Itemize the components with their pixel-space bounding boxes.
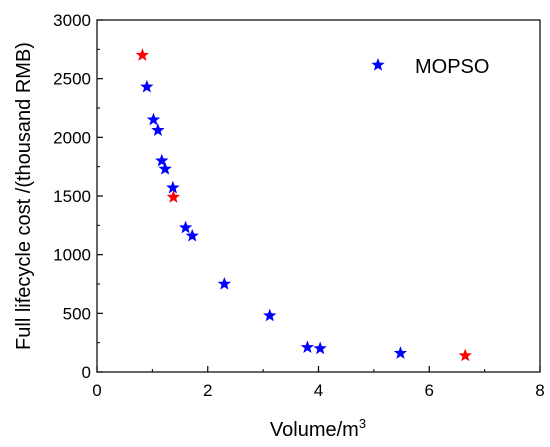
blue-star-point [185, 228, 199, 242]
blue-star-point [146, 112, 161, 126]
blue-star-point [217, 277, 232, 290]
blue-star-point [393, 346, 408, 359]
y-tick-label: 3000 [53, 11, 91, 30]
blue-star-point [178, 220, 193, 234]
x-tick-label: 2 [203, 381, 212, 400]
blue-star-point [140, 79, 154, 93]
y-tick-label: 1000 [53, 246, 91, 265]
y-tick-label: 0 [82, 363, 91, 382]
data-points [135, 48, 472, 362]
blue-star-point [166, 180, 180, 194]
axis-ticks: 0 2 4 6 8 0 500 1000 1500 2000 2500 3000 [53, 11, 545, 400]
legend-label: MOPSO [415, 56, 489, 78]
blue-star-point [263, 308, 277, 322]
x-tick-label: 0 [92, 381, 101, 400]
red-star-point [135, 48, 150, 61]
red-star-point [458, 348, 472, 362]
legend: MOPSO [371, 56, 489, 78]
blue-star-point [313, 341, 327, 355]
legend-star-marker [371, 58, 385, 71]
y-tick-label: 1500 [53, 187, 91, 206]
x-tick-label: 4 [314, 381, 323, 400]
x-tick-label: 6 [425, 381, 434, 400]
blue-star-point [151, 123, 165, 136]
blue-star-point [300, 340, 315, 354]
y-axis-label: Full lifecycle cost /(thousand RMB) [13, 42, 35, 350]
y-tick-label: 2000 [53, 128, 91, 147]
y-tick-label: 2500 [53, 70, 91, 89]
blue-star-point [158, 162, 172, 175]
x-tick-label: 8 [535, 381, 544, 400]
red-star-point [166, 190, 181, 203]
y-tick-label: 500 [63, 304, 91, 323]
legend-star-icon [371, 58, 385, 71]
blue-star-point [155, 153, 169, 167]
x-axis-label: Volume/m3 [270, 416, 366, 441]
